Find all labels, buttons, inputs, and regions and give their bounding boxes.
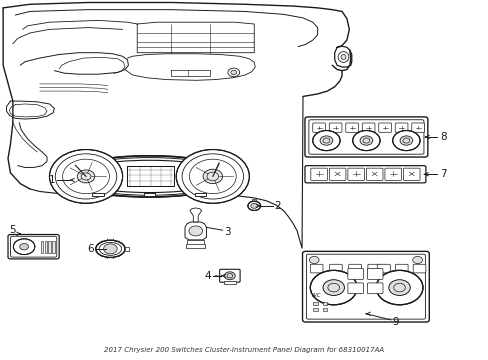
Text: 2: 2 xyxy=(274,201,281,211)
Text: 9: 9 xyxy=(391,317,398,327)
Polygon shape xyxy=(189,208,201,222)
Circle shape xyxy=(188,226,202,236)
FancyBboxPatch shape xyxy=(367,264,380,273)
FancyBboxPatch shape xyxy=(403,168,419,180)
Polygon shape xyxy=(184,222,206,240)
Circle shape xyxy=(77,170,95,183)
Bar xyxy=(48,240,51,253)
FancyBboxPatch shape xyxy=(10,236,57,257)
FancyBboxPatch shape xyxy=(329,264,342,273)
FancyBboxPatch shape xyxy=(306,254,425,319)
FancyBboxPatch shape xyxy=(411,123,424,132)
Circle shape xyxy=(359,136,372,145)
FancyBboxPatch shape xyxy=(329,168,345,180)
Bar xyxy=(322,308,327,311)
FancyBboxPatch shape xyxy=(310,168,327,180)
Text: 5: 5 xyxy=(10,225,16,235)
FancyBboxPatch shape xyxy=(362,123,374,132)
Circle shape xyxy=(352,131,379,150)
FancyBboxPatch shape xyxy=(302,251,428,322)
Bar xyxy=(185,244,205,248)
Circle shape xyxy=(176,149,249,203)
FancyBboxPatch shape xyxy=(366,283,382,294)
FancyBboxPatch shape xyxy=(347,283,363,294)
FancyBboxPatch shape xyxy=(394,123,407,132)
Bar xyxy=(44,240,47,253)
Circle shape xyxy=(320,136,332,145)
Circle shape xyxy=(312,131,339,150)
Ellipse shape xyxy=(340,54,345,59)
Text: 3: 3 xyxy=(224,227,230,237)
Text: 7: 7 xyxy=(439,169,446,179)
Circle shape xyxy=(103,244,117,254)
Polygon shape xyxy=(187,240,203,244)
FancyBboxPatch shape xyxy=(347,168,364,180)
FancyBboxPatch shape xyxy=(310,264,323,273)
Circle shape xyxy=(309,256,319,264)
FancyBboxPatch shape xyxy=(308,120,423,154)
Circle shape xyxy=(13,239,35,255)
Text: A/C: A/C xyxy=(311,292,320,297)
Circle shape xyxy=(310,270,356,305)
FancyBboxPatch shape xyxy=(8,234,59,259)
Ellipse shape xyxy=(61,156,237,197)
FancyBboxPatch shape xyxy=(384,168,401,180)
FancyBboxPatch shape xyxy=(412,264,425,273)
FancyBboxPatch shape xyxy=(348,264,361,273)
Bar xyxy=(312,308,317,311)
FancyBboxPatch shape xyxy=(347,269,363,279)
Circle shape xyxy=(247,201,260,211)
Bar xyxy=(92,193,104,197)
FancyBboxPatch shape xyxy=(312,123,325,132)
FancyBboxPatch shape xyxy=(377,264,389,273)
FancyBboxPatch shape xyxy=(345,123,358,132)
Bar xyxy=(143,193,155,197)
Circle shape xyxy=(412,256,422,264)
FancyBboxPatch shape xyxy=(328,123,341,132)
FancyBboxPatch shape xyxy=(305,166,425,183)
Bar xyxy=(224,281,235,284)
FancyBboxPatch shape xyxy=(395,264,407,273)
Bar xyxy=(194,193,206,197)
Circle shape xyxy=(49,149,122,203)
Circle shape xyxy=(224,272,235,280)
Text: 2017 Chrysler 200 Switches Cluster-Instrument Panel Diagram for 68310017AA: 2017 Chrysler 200 Switches Cluster-Instr… xyxy=(104,347,384,353)
Bar xyxy=(41,240,43,253)
Circle shape xyxy=(399,136,412,145)
Bar xyxy=(127,166,173,186)
FancyBboxPatch shape xyxy=(378,123,390,132)
Bar xyxy=(127,166,173,186)
Text: 6: 6 xyxy=(87,244,94,254)
FancyBboxPatch shape xyxy=(366,269,382,279)
Bar xyxy=(194,193,206,197)
Text: 8: 8 xyxy=(439,132,446,142)
Circle shape xyxy=(323,280,344,296)
Bar xyxy=(92,193,104,197)
Bar xyxy=(52,240,55,253)
Bar xyxy=(312,302,317,305)
Circle shape xyxy=(392,131,419,150)
Circle shape xyxy=(20,243,28,250)
Text: 4: 4 xyxy=(203,271,210,281)
Circle shape xyxy=(250,203,257,208)
Bar xyxy=(322,302,327,305)
Circle shape xyxy=(388,280,409,296)
Circle shape xyxy=(375,270,422,305)
Bar xyxy=(143,193,155,197)
Circle shape xyxy=(230,70,236,75)
Circle shape xyxy=(203,169,222,184)
FancyBboxPatch shape xyxy=(366,168,382,180)
Ellipse shape xyxy=(96,240,125,257)
Text: 1: 1 xyxy=(48,175,55,185)
FancyBboxPatch shape xyxy=(305,117,427,157)
FancyBboxPatch shape xyxy=(219,269,240,282)
